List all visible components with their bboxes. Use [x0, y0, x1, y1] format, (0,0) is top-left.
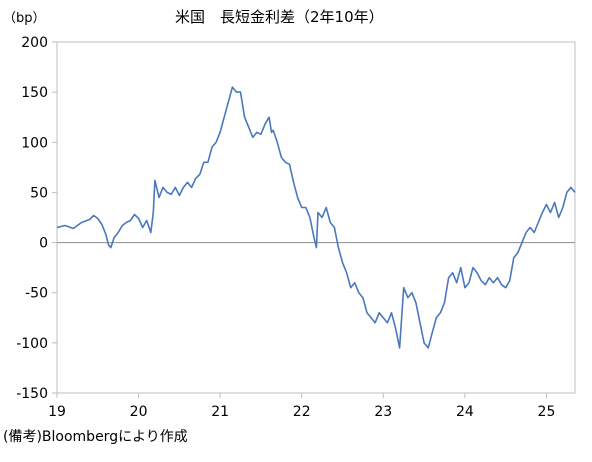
series-line-0 — [56, 86, 576, 349]
y-tick-label: 50 — [30, 185, 48, 201]
y-tick-label: 150 — [21, 85, 48, 101]
plot-area-frame — [56, 41, 576, 394]
y-tick-label: -150 — [16, 386, 48, 402]
x-tick-label: 21 — [211, 404, 229, 420]
y-tick-label: -50 — [25, 286, 48, 302]
source-note: (備考)Bloombergにより作成 — [3, 429, 188, 445]
y-tick-label: 0 — [39, 236, 48, 252]
y-tick-label: 200 — [21, 35, 48, 51]
x-tick-label: 20 — [130, 404, 148, 420]
series-group — [56, 86, 576, 349]
x-tick-label: 24 — [456, 404, 474, 420]
y-tick-label: -100 — [16, 336, 48, 352]
x-axis: 19 20 21 22 23 24 25 — [48, 393, 555, 420]
y-axis-unit-label: （bp） — [3, 11, 46, 26]
x-tick-label: 23 — [374, 404, 392, 420]
x-tick-label: 25 — [538, 404, 556, 420]
y-tick-label: 100 — [21, 135, 48, 151]
chart-title: 米国 長短金利差（2年10年） — [175, 8, 384, 26]
x-tick-label: 19 — [48, 404, 66, 420]
y-axis: 200 150 100 50 0 -50 -100 -150 — [16, 35, 57, 402]
x-tick-label: 22 — [293, 404, 311, 420]
